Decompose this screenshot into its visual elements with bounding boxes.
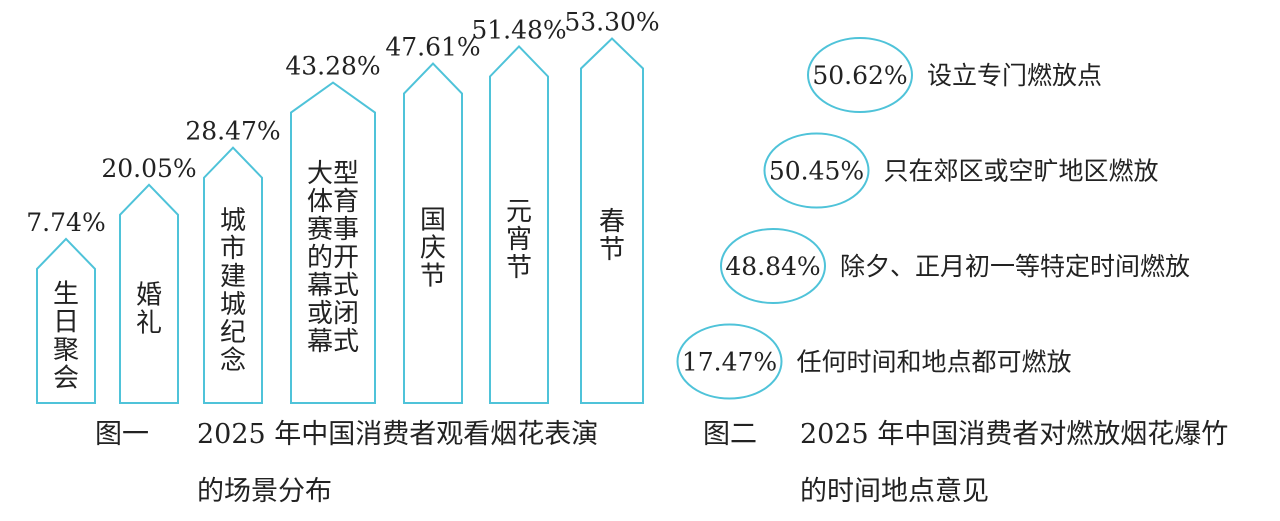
value-label: 51.48% xyxy=(471,15,566,44)
figure-label: 图二 xyxy=(703,419,757,450)
value-label: 20.05% xyxy=(101,154,196,183)
arrow-bar xyxy=(119,183,179,404)
value-label: 17.47% xyxy=(682,348,777,377)
category-label: 生日聚会 xyxy=(53,279,79,393)
circle xyxy=(807,37,913,113)
category-label: 元宵节 xyxy=(506,197,532,283)
arrow-bar xyxy=(203,146,263,404)
arrow-bar xyxy=(403,62,463,404)
value-label: 50.62% xyxy=(812,61,907,90)
value-label: 7.74% xyxy=(26,208,105,237)
value-label: 47.61% xyxy=(385,33,480,62)
arrow-bar xyxy=(489,45,549,404)
arrow-bar xyxy=(290,81,376,404)
value-label: 28.47% xyxy=(185,117,280,146)
value-label: 43.28% xyxy=(285,52,380,81)
category-label: 城市建城纪念 xyxy=(220,206,246,376)
circle xyxy=(763,132,870,209)
category-label: 设立专门燃放点 xyxy=(927,61,1102,90)
value-label: 48.84% xyxy=(725,252,820,281)
circle xyxy=(676,323,783,400)
figure-label: 图一 xyxy=(95,419,149,450)
circle xyxy=(720,228,826,304)
category-label: 婚礼 xyxy=(136,280,162,338)
value-label: 50.45% xyxy=(769,157,864,186)
category-label: 除夕、正月初一等特定时间燃放 xyxy=(840,252,1190,281)
category-label: 国庆节 xyxy=(420,206,446,292)
category-label: 任何时间和地点都可燃放 xyxy=(797,348,1072,377)
category-label: 春节 xyxy=(599,207,625,265)
arrow-bar xyxy=(36,237,96,404)
category-label: 只在郊区或空旷地区燃放 xyxy=(884,157,1159,186)
arrow-bar xyxy=(580,37,644,404)
category-label: 大型体育赛事的开幕式或闭幕式 xyxy=(307,159,359,357)
caption: 2025 年中国消费者对燃放烟花爆竹的时间地点意见 xyxy=(800,419,1229,507)
value-label: 53.30% xyxy=(564,7,659,36)
caption: 2025 年中国消费者观看烟花表演的场景分布 xyxy=(197,419,599,507)
